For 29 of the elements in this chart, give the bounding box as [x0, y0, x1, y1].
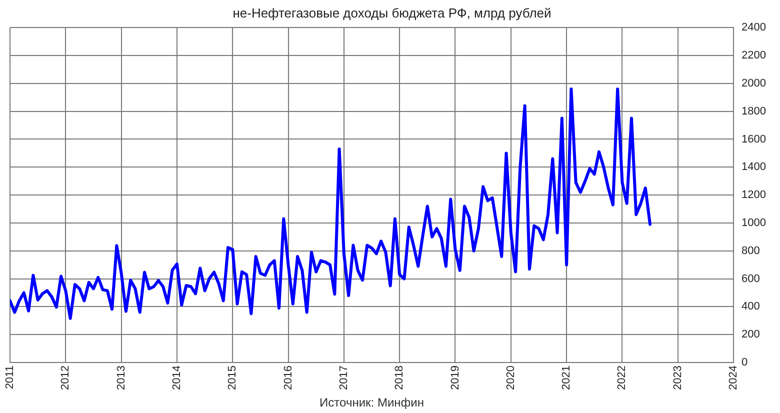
- chart-title: не-Нефтегазовые доходы бюджета РФ, млрд рублей: [232, 5, 552, 20]
- y-tick-label: 1400: [742, 161, 766, 174]
- x-tick-label: 2015: [226, 366, 239, 390]
- y-tick-label: 400: [742, 300, 760, 313]
- x-tick-label: 2024: [728, 366, 740, 390]
- x-tick-label: 2023: [672, 366, 684, 390]
- x-tick-label: 2014: [171, 366, 183, 390]
- y-tick-label: 1000: [742, 217, 766, 230]
- x-tick-label: 2018: [394, 366, 406, 390]
- text: Источник: Минфин: [320, 395, 424, 410]
- x-tick-label: 2016: [282, 366, 294, 390]
- x-tick-label: 2021: [560, 366, 573, 390]
- y-tick-label: 1200: [742, 189, 766, 202]
- x-tick-label: 2022: [616, 366, 628, 390]
- y-tick-label: 2000: [742, 77, 766, 90]
- x-tick-label: 2017: [338, 366, 350, 390]
- y-tick-label: 800: [742, 244, 760, 257]
- y-tick-label: 0: [742, 356, 748, 369]
- x-tick-label: 2019: [449, 366, 462, 390]
- y-tick-label: 2400: [742, 22, 766, 34]
- x-tick-label: 2012: [60, 366, 72, 390]
- x-tick-label: 2011: [4, 366, 16, 390]
- y-tick-label: 1800: [742, 105, 766, 118]
- y-tick-label: 2200: [742, 50, 766, 62]
- x-tick-label: 2013: [115, 366, 128, 390]
- y-tick-label: 200: [742, 328, 760, 341]
- y-tick-label: 1600: [742, 133, 766, 146]
- x-tick-label: 2020: [504, 366, 517, 390]
- y-tick-label: 600: [742, 272, 760, 285]
